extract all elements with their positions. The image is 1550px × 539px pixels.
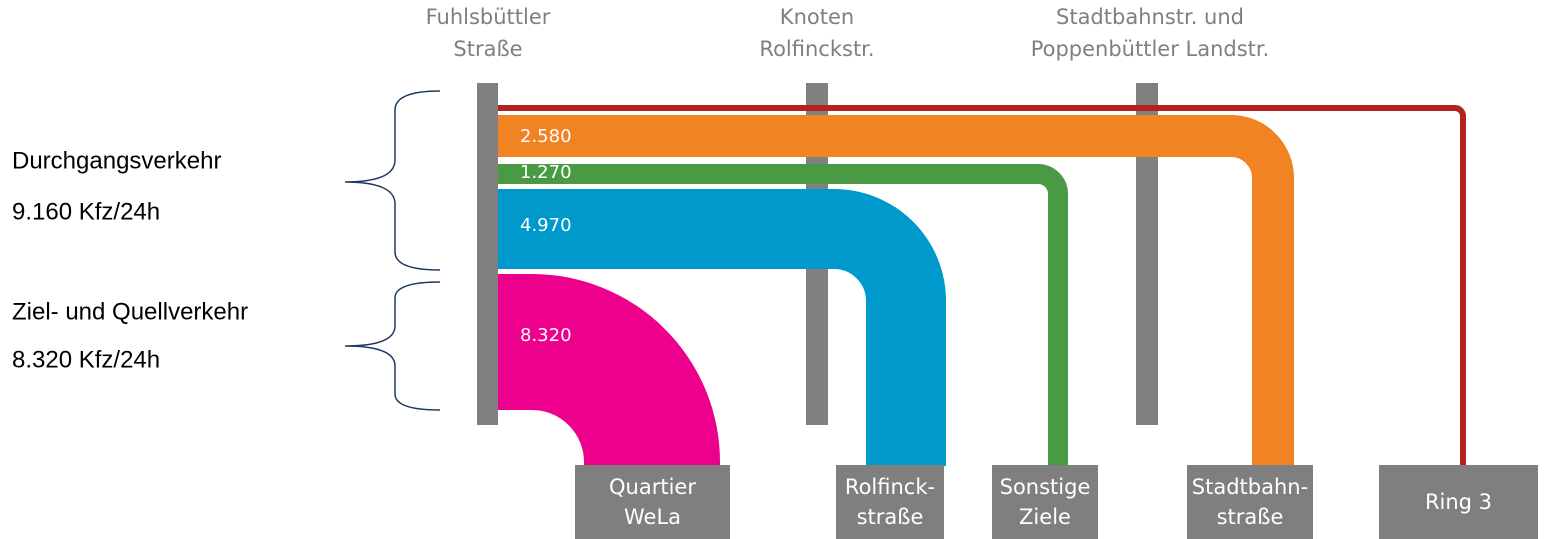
junction-bar <box>1136 83 1158 425</box>
destination-label: Sonstige <box>1000 475 1091 499</box>
group-name: Durchgangsverkehr <box>12 147 221 174</box>
destination-box <box>1187 465 1313 539</box>
flow <box>498 189 946 466</box>
node-label: Fuhlsbüttler <box>426 5 551 29</box>
flow <box>498 115 1294 466</box>
flow-label: 340 <box>545 77 579 98</box>
destination-box <box>836 465 944 539</box>
flow <box>498 274 720 466</box>
node-label: Poppenbüttler Landstr. <box>1031 37 1270 61</box>
group-name: Ziel- und Quellverkehr <box>12 298 248 325</box>
destination-label: Stadtbahn- <box>1192 475 1308 499</box>
flow <box>498 105 1466 466</box>
flow-label: 2.580 <box>520 126 572 147</box>
destination-label: straße <box>857 505 924 529</box>
group-total: 9.160 Kfz/24h <box>12 198 160 225</box>
flow-label: 8.320 <box>520 325 572 346</box>
destination-label: Ziele <box>1019 505 1071 529</box>
destination-label: straße <box>1217 505 1284 529</box>
junction-bar <box>477 83 498 425</box>
node-label: Stadtbahnstr. und <box>1056 5 1244 29</box>
destination-label: Ring 3 <box>1425 490 1492 514</box>
node-label: Rolfinckstr. <box>759 37 874 61</box>
destination-label: WeLa <box>624 505 681 529</box>
destination-box <box>575 465 730 539</box>
destination-label: Quartier <box>609 475 696 499</box>
brace <box>344 90 441 271</box>
node-label: Knoten <box>780 5 854 29</box>
flow-label: 4.970 <box>520 215 572 236</box>
brace <box>344 281 441 411</box>
group-total: 8.320 Kfz/24h <box>12 346 160 373</box>
destination-box <box>1379 465 1538 539</box>
flow <box>498 164 1068 466</box>
destination-box <box>992 465 1098 539</box>
destination-label: Rolfinck- <box>845 475 935 499</box>
node-label: Straße <box>453 37 522 61</box>
flow-label: 1.270 <box>520 162 572 183</box>
braces <box>344 90 441 411</box>
